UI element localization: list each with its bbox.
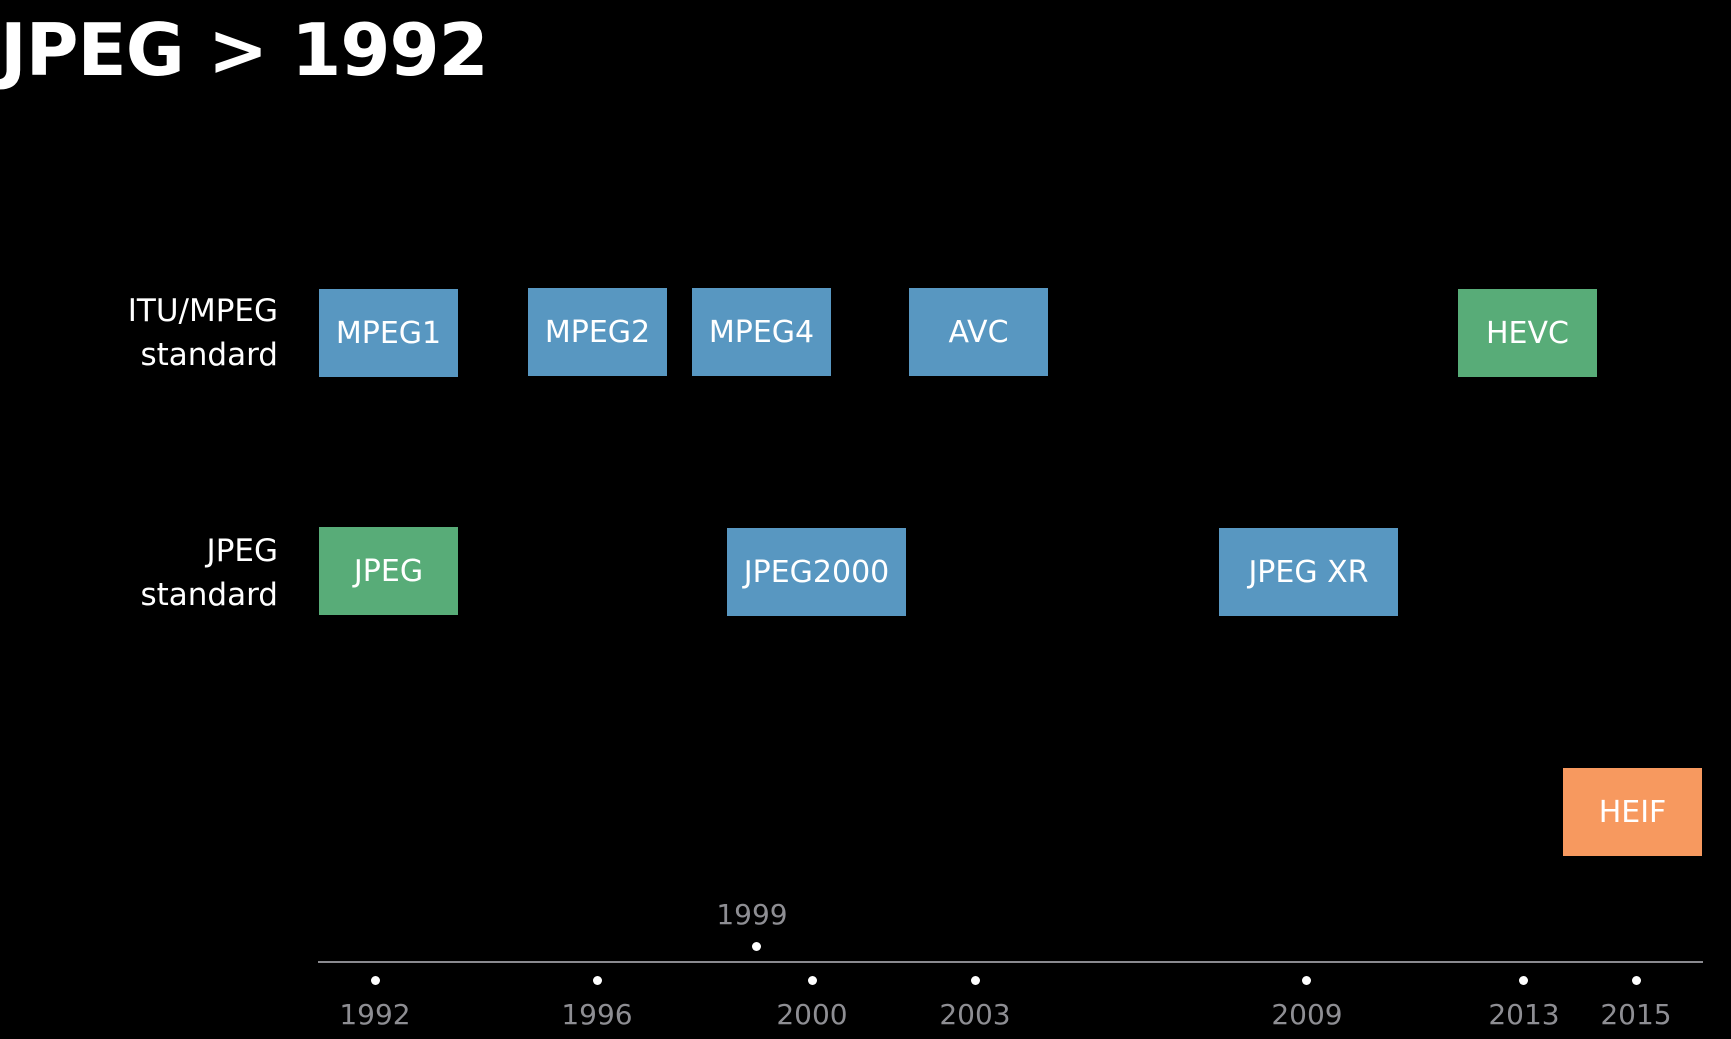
tick-label-2003: 2003 (939, 998, 1011, 1031)
row-label-itu-mpeg: ITU/MPEG standard (128, 289, 278, 377)
row-label-itu-mpeg-line2: standard (140, 337, 278, 373)
timeline-axis (318, 961, 1703, 963)
standard-box-avc: AVC (909, 288, 1048, 376)
tick-dot-2013 (1519, 976, 1528, 985)
tick-dot-1996 (593, 976, 602, 985)
row-label-itu-mpeg-line1: ITU/MPEG (127, 293, 278, 329)
standard-label-jpeg: JPEG (353, 553, 424, 589)
tick-label-1992: 1992 (339, 998, 411, 1031)
tick-label-2013: 2013 (1488, 998, 1560, 1031)
standard-label-heif: HEIF (1598, 794, 1667, 830)
standard-box-jpeg: JPEG (319, 527, 458, 615)
standard-label-jpeg2000: JPEG2000 (743, 554, 890, 590)
tick-label-2015: 2015 (1600, 998, 1672, 1031)
tick-dot-2009 (1302, 976, 1311, 985)
row-label-jpeg: JPEG standard (140, 529, 278, 617)
tick-dot-1999 (752, 942, 761, 951)
standard-label-mpeg4: MPEG4 (708, 314, 815, 350)
tick-dot-2000 (808, 976, 817, 985)
tick-label-2009: 2009 (1271, 998, 1343, 1031)
standard-label-hevc: HEVC (1486, 315, 1569, 351)
standard-label-avc: AVC (948, 314, 1009, 350)
row-label-jpeg-line1: JPEG (206, 533, 278, 569)
tick-dot-2003 (971, 976, 980, 985)
tick-label-2000: 2000 (776, 998, 848, 1031)
standard-box-jpeg-xr: JPEG XR (1219, 528, 1398, 616)
tick-dot-2015 (1632, 976, 1641, 985)
standard-box-mpeg4: MPEG4 (692, 288, 831, 376)
standard-label-jpeg-xr: JPEG XR (1248, 554, 1369, 590)
tick-label-1999: 1999 (716, 898, 788, 931)
standard-label-mpeg2: MPEG2 (544, 314, 651, 350)
standard-box-hevc: HEVC (1458, 289, 1597, 377)
row-label-jpeg-line2: standard (140, 577, 278, 613)
tick-label-1996: 1996 (561, 998, 633, 1031)
standard-box-mpeg1: MPEG1 (319, 289, 458, 377)
tick-dot-1992 (371, 976, 380, 985)
standard-box-mpeg2: MPEG2 (528, 288, 667, 376)
slide-title: JPEG > 1992 (0, 8, 489, 92)
standard-label-mpeg1: MPEG1 (335, 315, 442, 351)
standard-box-heif: HEIF (1563, 768, 1702, 856)
standard-box-jpeg2000: JPEG2000 (727, 528, 906, 616)
